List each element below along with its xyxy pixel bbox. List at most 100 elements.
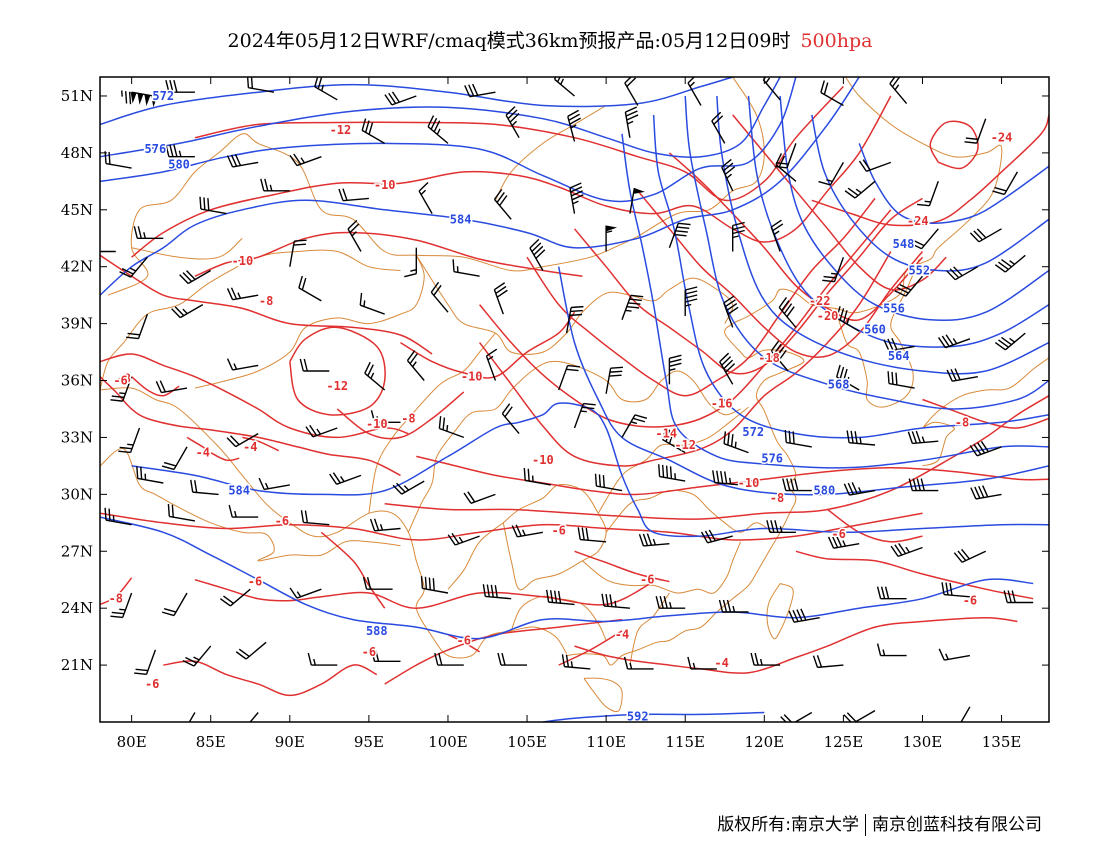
wind-barb [362,577,393,590]
wind-barb [668,354,682,385]
wind-barb [165,80,195,93]
wind-barb [338,188,369,202]
wind-barb [668,222,691,248]
wind-barb [605,366,624,394]
wind-barb [775,153,797,182]
wind-barb [104,507,132,526]
wind-barb [438,416,465,439]
height-contour-label: 556 [883,301,905,315]
wind-barb [228,504,259,518]
wind-barb [529,238,546,271]
temperature-contour-label: -6 [275,514,289,528]
lon-tick-label: 120E [745,733,785,751]
wind-barb [300,510,330,526]
wind-barb [305,424,338,438]
wind-barb [941,582,970,598]
wind-barb [687,77,702,106]
wind-barb [226,153,259,168]
wind-barb [907,430,939,445]
temperature-contour-line [795,550,1034,600]
wind-barb [684,286,698,316]
temperature-contour-line [573,197,923,375]
wind-barb [994,254,1026,273]
wind-barb [226,287,259,301]
wind-barb [687,656,717,670]
temperature-contour-line [131,376,180,397]
temperature-contour-label: -10 [738,476,760,490]
wind-barb [601,593,630,609]
chart-title: 2024年05月12日WRF/cmaq模式36km预报产品:05月12日09时 5… [0,26,1100,53]
wind-barb [404,247,417,278]
temperature-contour-line [447,634,480,653]
wind-barb [369,518,401,532]
lon-tick-label: 115E [665,733,705,751]
wind-barb [347,219,362,252]
wind-barb [770,340,789,372]
lat-tick-label: 45N [61,201,93,219]
temperature-contour-label: -6 [457,633,471,647]
coastline-border-line [835,258,920,408]
temperature-contour-line [242,436,280,452]
height-contour-label: 572 [152,89,174,103]
wind-barb [655,596,686,609]
temperature-contour-line [289,326,386,416]
height-contour-label: 564 [888,349,910,363]
temperature-contour-label: -6 [551,523,565,537]
wind-barb [493,188,512,220]
temperature-contour-label: -4 [243,440,257,454]
coastline-border-line [494,105,607,201]
wind-barb [700,529,733,544]
wind-barb [161,446,188,471]
temperature-contour-line [194,85,844,202]
coastline-border-line [194,255,425,389]
temperature-contour-label: -6 [248,575,262,589]
footer-copyright: 版权所有:南京大学 [717,815,859,835]
coastline-border-layer [100,77,1049,713]
temperature-contour-line [100,254,433,355]
height-contour-line [716,95,1049,375]
wind-barb [299,358,330,372]
temperature-contour-label: -18 [758,351,780,365]
wind-barb [314,77,338,101]
wind-barb [511,524,544,538]
wind-barb [605,225,618,252]
title-level: 500hpa [800,30,873,52]
temperature-contour-line [100,577,133,606]
lat-tick-label: 48N [61,144,93,162]
wind-barb [501,403,520,435]
coastline-border-line [582,541,742,594]
temperature-contour-line [384,395,1049,520]
wind-barb [370,410,401,423]
wind-barb [573,402,596,429]
wind-barb [482,584,512,600]
lon-tick-label: 95E [354,733,384,751]
temperature-contour-label: -4 [714,656,728,670]
temperature-contour-label: -12 [674,438,696,452]
wind-barb [406,350,425,381]
wind-barb [384,91,417,106]
wind-barb [181,712,196,722]
wind-barb [784,429,812,448]
lat-tick-label: 51N [61,87,93,105]
wind-barb [298,275,322,302]
wind-barb [711,111,726,144]
wind-barb [994,332,1026,351]
height-contour-label: 576 [761,451,783,465]
wind-barb [732,221,745,252]
wind-barb [621,294,644,321]
height-contour-label: 552 [908,264,930,278]
wind-barb [624,77,639,106]
contour-label-layer: -12-10-10-10-8-12-10 -8-8-6-4 -4-10-12-14-… [107,87,1014,724]
wind-barb [119,256,148,278]
wind-barb [110,376,133,402]
height-contour-line [100,77,860,296]
temperature-contour-line [929,120,979,170]
wind-barb [464,83,496,98]
wind-barb [246,77,275,93]
wind-barb [782,478,812,492]
height-contour-label: 560 [864,322,886,336]
wind-barb [561,654,591,670]
wind-barb [182,645,212,667]
temperature-contour-label: -10 [532,453,554,467]
